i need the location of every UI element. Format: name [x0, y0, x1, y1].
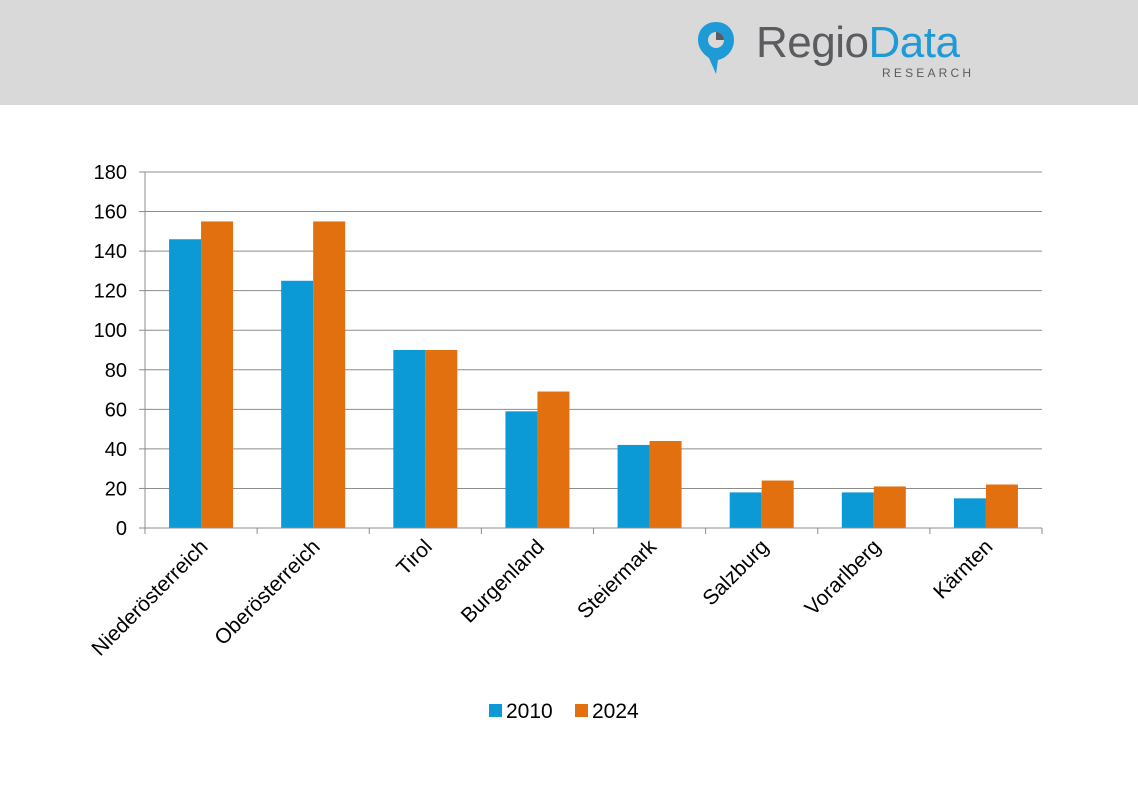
grid-lines — [139, 171, 1042, 529]
bar-2010-1 — [281, 280, 314, 528]
legend-swatch-2010 — [489, 704, 502, 717]
axes — [144, 172, 1043, 534]
bar-2010-2 — [393, 350, 426, 528]
bar-2024-5 — [761, 480, 794, 528]
x-category-label: Oberösterreich — [210, 535, 324, 649]
bar-2024-4 — [649, 440, 682, 528]
bar-2024-3 — [537, 391, 570, 528]
y-tick-label: 100 — [94, 320, 127, 342]
bar-2010-3 — [505, 411, 538, 528]
bar-2010-5 — [729, 492, 762, 528]
location-pin-icon — [698, 22, 734, 74]
legend-swatch-2024 — [575, 704, 588, 717]
y-tick-label: 40 — [105, 439, 127, 461]
bar-2024-0 — [201, 221, 234, 528]
bar-2010-6 — [841, 492, 874, 528]
header-bar: RegioData RESEARCH — [0, 0, 1138, 105]
x-category-label: Burgenland — [457, 535, 549, 627]
logo-subtitle: RESEARCH — [882, 66, 975, 80]
y-tick-label: 140 — [94, 241, 127, 263]
regiodata-logo: RegioData RESEARCH — [696, 18, 996, 80]
x-category-label: Kärnten — [929, 535, 997, 603]
bar-2024-2 — [425, 350, 458, 528]
bar-2024-1 — [313, 221, 346, 528]
y-tick-label: 120 — [94, 281, 127, 303]
x-category-label: Niederösterreich — [87, 535, 212, 660]
bar-2010-0 — [169, 239, 202, 528]
bar-2010-4 — [617, 444, 650, 528]
legend: 2010 2024 — [489, 700, 639, 723]
x-category-label: Salzburg — [698, 535, 773, 610]
x-category-label: Steiermark — [573, 535, 661, 623]
y-tick-label: 0 — [116, 518, 127, 540]
logo-wordmark: RegioData — [756, 18, 960, 67]
y-tick-label: 80 — [105, 360, 127, 382]
bar-2010-7 — [953, 498, 986, 528]
y-tick-label: 160 — [94, 202, 127, 224]
y-tick-label: 20 — [105, 478, 127, 500]
x-category-label: Vorarlberg — [801, 535, 886, 620]
x-category-label: Tirol — [392, 535, 437, 580]
legend-label-2010: 2010 — [506, 700, 553, 723]
bar-2024-6 — [873, 486, 906, 528]
y-tick-label: 180 — [94, 162, 127, 184]
y-axis-tick-labels: 0 20 40 60 80 100 120 140 160 180 — [94, 162, 127, 540]
legend-label-2024: 2024 — [592, 700, 639, 723]
y-tick-label: 60 — [105, 399, 127, 421]
bar-2024-7 — [985, 484, 1018, 528]
bars — [169, 221, 1018, 528]
